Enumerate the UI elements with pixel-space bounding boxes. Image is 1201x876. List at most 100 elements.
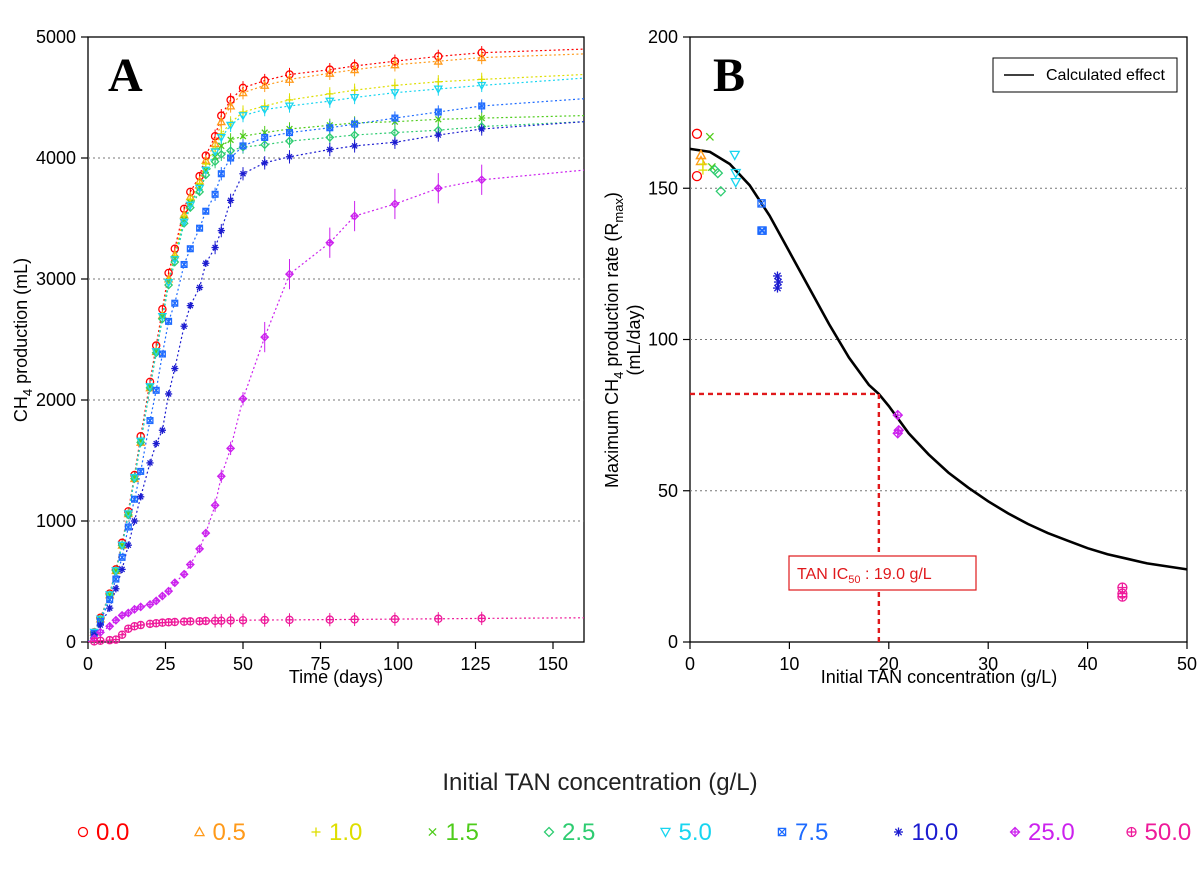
data-point [111, 615, 121, 625]
data-point [186, 195, 194, 203]
ic50-annotation-text: TAN IC50 : 19.0 g/L [797, 566, 932, 586]
data-point [350, 61, 359, 71]
data-point [96, 621, 104, 629]
data-point [112, 585, 120, 593]
y-tick-label: 4000 [36, 148, 76, 168]
data-point-5.0 [730, 177, 742, 189]
data-point [171, 299, 179, 307]
data-point [216, 133, 227, 143]
data-point [124, 541, 132, 549]
data-point [170, 617, 180, 627]
x-tick-label: 75 [310, 654, 330, 674]
data-point [202, 166, 210, 174]
data-point [195, 544, 205, 554]
data-point [170, 578, 180, 588]
data-point [225, 121, 236, 131]
data-point [284, 269, 295, 279]
data-point [350, 130, 360, 140]
data-point [164, 280, 174, 290]
legend-marker [1126, 826, 1137, 838]
data-point [180, 212, 188, 220]
panel-b-calculated-curve [689, 147, 1188, 571]
data-point [186, 617, 195, 626]
data-point [325, 615, 335, 624]
panel-b-y-axis-label-line1: Maximum CH4 production rate (Rmax) [602, 192, 626, 488]
panel-a-frame [87, 36, 585, 643]
legend-item-1.0: 1.0 [311, 819, 362, 846]
panel-a-markers [89, 48, 487, 646]
data-point [136, 620, 145, 630]
data-point [351, 120, 359, 128]
data-point [137, 493, 145, 501]
legend-item-7.5: 7.5 [777, 819, 828, 846]
data-point [196, 224, 204, 232]
panel-b-markers [691, 128, 1128, 602]
data-point [186, 245, 194, 253]
data-point [216, 116, 227, 126]
legend-label: 5.0 [679, 819, 712, 846]
data-point [261, 159, 269, 167]
data-point [476, 52, 487, 62]
data-point [211, 243, 219, 252]
data-point-25.0 [892, 409, 904, 421]
x-tick-label: 30 [978, 654, 998, 674]
data-point [118, 565, 126, 573]
panel-a-lines [87, 48, 585, 643]
bottom-legend: Initial TAN concentration (g/L) 0.0 0.5 1.… [77, 769, 1192, 846]
legend-marker [311, 827, 321, 837]
data-point [226, 146, 236, 156]
data-point [123, 608, 133, 618]
data-point [391, 114, 399, 122]
data-point [171, 364, 179, 373]
panel-b-ic50-guides [690, 392, 881, 642]
y-tick-label: 2000 [36, 390, 76, 410]
legend-items: 0.0 0.5 1.0 1.5 2.5 5.0 7.5 10.0 25.0 50.0 [77, 819, 1192, 846]
data-point [351, 142, 359, 150]
legend-marker [894, 827, 903, 837]
panel-a-label: A [108, 49, 143, 102]
data-point [165, 390, 173, 398]
data-point [157, 314, 167, 324]
data-point [217, 170, 225, 178]
data-point [152, 439, 160, 448]
data-point [145, 383, 155, 392]
data-point [477, 48, 486, 57]
data-point [391, 138, 399, 146]
x-tick-label: 125 [460, 654, 490, 674]
data-point [112, 575, 120, 583]
panel-b-legend: Calculated effect [992, 57, 1178, 93]
x-tick-label: 10 [779, 654, 799, 674]
data-point [131, 474, 138, 481]
data-point [185, 203, 195, 213]
y-tick-label: 3000 [36, 269, 76, 289]
data-point [145, 599, 155, 610]
series-line-1.0 [87, 73, 585, 643]
data-point [111, 567, 121, 576]
legend-label: 1.5 [446, 819, 479, 846]
data-point [390, 59, 400, 69]
data-point [349, 64, 360, 74]
data-point [226, 616, 235, 625]
panel-b-y-axis-label-line2: (mL/day) [624, 304, 644, 375]
data-point [151, 596, 161, 606]
data-point [285, 96, 294, 104]
data-point [118, 553, 126, 561]
ic50-annotation-box [788, 555, 977, 591]
legend-item-50.0: 50.0 [1126, 819, 1192, 846]
data-point [158, 350, 166, 358]
panel-b-frame [689, 36, 1188, 643]
y-tick-label: 1000 [36, 511, 76, 531]
data-point [434, 131, 442, 139]
data-point [260, 140, 270, 150]
panel-a-ticks: 0 25 50 75 100 125 150 0 1000 2000 3000 4000 5000 [36, 27, 568, 674]
data-point [227, 154, 235, 162]
data-point-0.5 [695, 149, 707, 160]
data-point [186, 302, 194, 310]
data-point [285, 615, 294, 625]
legend-label: 50.0 [1145, 819, 1192, 846]
data-point [201, 170, 211, 180]
legend-label: 1.0 [329, 819, 362, 846]
data-point [477, 614, 486, 623]
data-point [434, 78, 442, 86]
data-point [261, 133, 269, 141]
